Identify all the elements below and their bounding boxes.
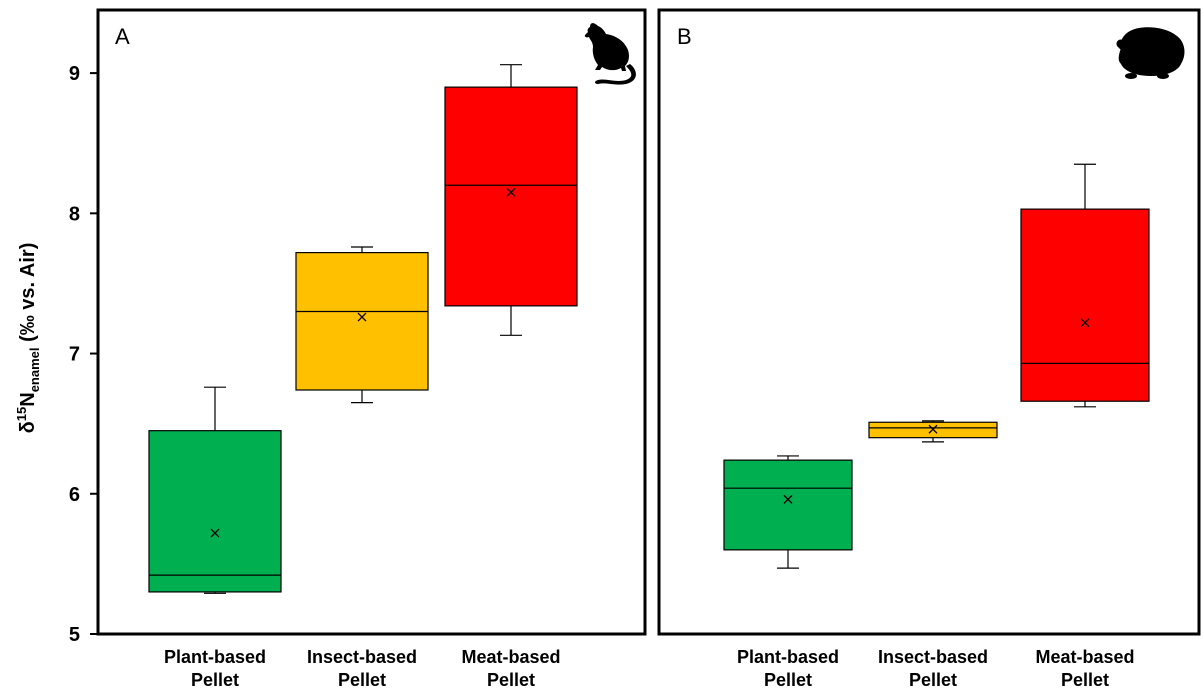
rat-silhouette-icon xyxy=(584,23,636,85)
category-label-line: Pellet xyxy=(191,670,239,690)
y-axis-title: δ15Nenamel (‰ vs. Air) xyxy=(14,243,42,434)
category-label-line: Plant-based xyxy=(164,647,266,667)
panel-b-label: B xyxy=(677,24,692,49)
mean-marker xyxy=(783,494,793,504)
mean-marker xyxy=(210,528,220,538)
category-label-line: Plant-based xyxy=(737,647,839,667)
box-2 xyxy=(295,246,429,404)
box-iqr xyxy=(148,430,282,593)
category-label-line: Pellet xyxy=(338,670,386,690)
category-label: Meat-based Pellet xyxy=(1035,647,1134,690)
category-label-line: Meat-based xyxy=(461,647,560,667)
category-label: Insect-based Pellet xyxy=(878,647,988,690)
box-1 xyxy=(148,386,282,594)
category-label-line: Pellet xyxy=(764,670,812,690)
y-axis-title-suffix: (‰ vs. Air) xyxy=(17,243,39,348)
category-label-line: Insect-based xyxy=(878,647,988,667)
y-axis-title-main: N xyxy=(17,392,39,406)
category-label-line: Meat-based xyxy=(1035,647,1134,667)
mean-marker xyxy=(506,187,516,197)
panel-a-label: A xyxy=(115,24,130,49)
y-axis-ticks: 5 6 7 8 9 xyxy=(69,63,98,646)
y-tick-label: 9 xyxy=(69,63,80,85)
category-label: Plant-based Pellet xyxy=(737,647,839,690)
box-iqr xyxy=(295,251,429,391)
panel-b-boxes xyxy=(723,163,1150,569)
y-tick-label: 5 xyxy=(69,624,80,646)
category-label: Meat-based Pellet xyxy=(461,647,560,690)
y-tick-label: 8 xyxy=(69,203,80,225)
y-axis-title-sup: 15 xyxy=(14,407,29,421)
mean-marker xyxy=(357,312,367,322)
panel-b-frame xyxy=(657,8,1201,636)
y-tick-label: 7 xyxy=(69,344,80,366)
panel-a-boxes xyxy=(148,64,578,594)
y-tick-label: 6 xyxy=(69,484,80,506)
category-label-line: Pellet xyxy=(487,670,535,690)
box-1 xyxy=(723,455,853,569)
y-axis-title-prefix: δ xyxy=(17,421,39,433)
box-iqr xyxy=(444,86,578,307)
panel-a: A 5 6 7 8 9 Plant-based Pellet Insect-based Pel… xyxy=(69,8,647,690)
box-iqr xyxy=(723,459,853,551)
box-3 xyxy=(1020,163,1150,408)
category-label: Insect-based Pellet xyxy=(307,647,417,690)
category-label-line: Pellet xyxy=(909,670,957,690)
category-label-line: Insect-based xyxy=(307,647,417,667)
mean-marker xyxy=(1080,318,1090,328)
box-iqr xyxy=(1020,208,1150,402)
box-3 xyxy=(444,64,578,336)
mean-marker xyxy=(928,424,938,434)
category-label: Plant-based Pellet xyxy=(164,647,266,690)
panel-a-frame xyxy=(96,8,647,636)
category-label-line: Pellet xyxy=(1061,670,1109,690)
box-2 xyxy=(868,420,998,443)
guinea-pig-silhouette-icon xyxy=(1116,27,1185,79)
y-axis-title-sub: enamel xyxy=(27,347,42,392)
